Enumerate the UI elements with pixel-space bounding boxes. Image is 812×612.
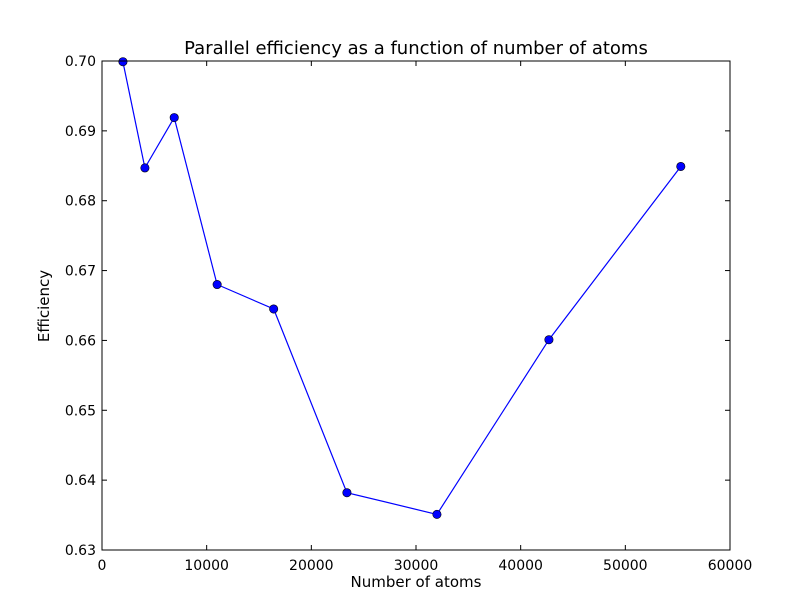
data-series [118,57,686,519]
x-tick-label: 60000 [708,558,753,574]
y-tick-label: 0.69 [65,124,96,140]
y-tick-label: 0.67 [65,264,96,280]
x-tick-label: 30000 [394,558,439,574]
y-tick-label: 0.70 [65,54,96,70]
plot-area [102,61,730,550]
plot-frame [101,60,731,551]
data-point [169,113,179,123]
y-tick-label: 0.68 [65,194,96,210]
y-axis-label: Efficiency [35,270,53,342]
data-point [432,509,442,519]
data-point [342,488,352,498]
y-tick-label: 0.63 [65,543,96,559]
x-axis-label: Number of atoms [351,573,482,591]
data-point [140,163,150,173]
data-point [544,335,554,345]
axis-ticks: 0 10000 20000 30000 40000 50000 60000 0.63 0.64 0… [65,54,752,574]
data-point [676,161,686,171]
x-tick-label: 40000 [498,558,543,574]
x-tick-label: 50000 [603,558,648,574]
y-tick-label: 0.64 [65,473,96,489]
y-tick-label: 0.66 [65,333,96,349]
data-point [269,304,279,314]
chart-title: Parallel efficiency as a function of num… [184,38,648,59]
x-tick-label: 10000 [184,558,229,574]
data-point [118,57,128,67]
y-tick-label: 0.65 [65,403,96,419]
data-point [212,280,222,290]
x-tick-label: 20000 [289,558,334,574]
x-tick-label: 0 [98,558,107,574]
